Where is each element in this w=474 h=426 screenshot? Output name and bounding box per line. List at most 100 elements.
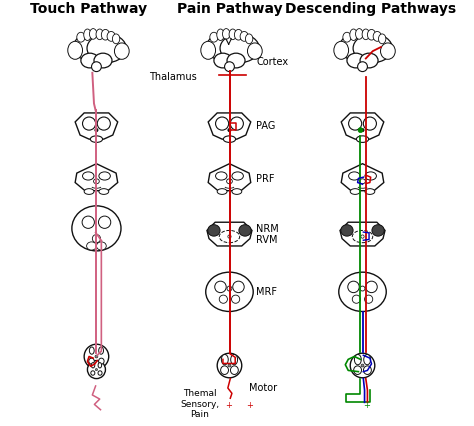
Polygon shape (341, 113, 384, 139)
Ellipse shape (208, 225, 220, 236)
Circle shape (361, 235, 364, 238)
Circle shape (348, 117, 362, 130)
Text: +: + (363, 401, 370, 410)
Ellipse shape (223, 136, 236, 142)
Ellipse shape (360, 53, 378, 68)
Ellipse shape (347, 53, 365, 68)
Ellipse shape (90, 29, 97, 39)
Ellipse shape (94, 53, 112, 68)
Ellipse shape (93, 179, 99, 184)
Circle shape (95, 129, 98, 132)
Polygon shape (341, 164, 384, 191)
Polygon shape (208, 164, 251, 191)
Ellipse shape (77, 32, 85, 42)
Ellipse shape (87, 242, 96, 250)
Ellipse shape (99, 347, 103, 354)
Ellipse shape (68, 41, 82, 59)
Circle shape (365, 295, 373, 303)
Ellipse shape (220, 34, 259, 63)
Circle shape (95, 368, 98, 371)
Ellipse shape (357, 62, 367, 72)
Ellipse shape (206, 272, 253, 311)
Ellipse shape (240, 32, 248, 41)
Polygon shape (75, 164, 118, 191)
Polygon shape (340, 222, 385, 246)
Circle shape (361, 364, 364, 367)
Ellipse shape (207, 34, 237, 60)
Ellipse shape (373, 32, 382, 41)
Text: Touch Pathway: Touch Pathway (30, 2, 147, 15)
Ellipse shape (348, 172, 360, 180)
Ellipse shape (378, 34, 386, 44)
Ellipse shape (247, 43, 262, 59)
Circle shape (215, 281, 226, 293)
Ellipse shape (84, 189, 94, 194)
Circle shape (82, 117, 96, 130)
Circle shape (87, 360, 105, 379)
Ellipse shape (87, 34, 126, 63)
Ellipse shape (353, 34, 392, 63)
Text: Cortex: Cortex (256, 57, 288, 67)
Ellipse shape (216, 172, 227, 180)
Circle shape (84, 344, 109, 369)
Ellipse shape (334, 41, 348, 59)
Ellipse shape (81, 53, 99, 68)
Ellipse shape (217, 29, 224, 40)
Ellipse shape (367, 29, 375, 40)
Ellipse shape (107, 32, 115, 41)
Ellipse shape (112, 34, 120, 44)
Circle shape (361, 129, 364, 132)
Ellipse shape (73, 34, 105, 60)
Ellipse shape (232, 172, 243, 180)
Circle shape (360, 286, 365, 291)
Circle shape (358, 128, 363, 132)
Circle shape (97, 117, 110, 130)
Ellipse shape (91, 363, 95, 368)
Ellipse shape (99, 358, 104, 364)
Circle shape (217, 353, 242, 378)
Text: NRM
RVM: NRM RVM (256, 224, 279, 245)
Ellipse shape (201, 41, 216, 59)
Ellipse shape (99, 189, 109, 194)
Circle shape (99, 216, 111, 228)
Text: PRF: PRF (256, 174, 274, 184)
Ellipse shape (354, 366, 362, 374)
Ellipse shape (96, 29, 103, 40)
Circle shape (366, 281, 377, 293)
Ellipse shape (222, 29, 230, 39)
Text: Themal
Sensory,
Pain: Themal Sensory, Pain (181, 389, 219, 419)
Ellipse shape (210, 32, 218, 42)
Circle shape (92, 234, 100, 243)
Polygon shape (75, 113, 118, 139)
Circle shape (228, 364, 231, 367)
Ellipse shape (232, 189, 242, 194)
Circle shape (231, 295, 240, 303)
Ellipse shape (381, 43, 395, 59)
Circle shape (82, 216, 94, 228)
Ellipse shape (225, 62, 234, 72)
Ellipse shape (365, 172, 376, 180)
Ellipse shape (350, 189, 360, 194)
Circle shape (216, 117, 228, 130)
Circle shape (233, 281, 244, 293)
Ellipse shape (246, 34, 253, 44)
Ellipse shape (360, 179, 365, 184)
Circle shape (230, 117, 243, 130)
Text: +: + (225, 401, 232, 410)
Ellipse shape (343, 32, 351, 42)
Ellipse shape (341, 225, 353, 236)
Ellipse shape (339, 272, 386, 311)
Ellipse shape (339, 34, 371, 60)
Polygon shape (208, 113, 251, 139)
Ellipse shape (72, 206, 121, 251)
Circle shape (95, 355, 98, 358)
Ellipse shape (365, 189, 375, 194)
Circle shape (228, 235, 231, 238)
Circle shape (348, 281, 359, 293)
Ellipse shape (101, 29, 109, 40)
Ellipse shape (350, 29, 357, 40)
Ellipse shape (89, 358, 94, 364)
Ellipse shape (234, 29, 243, 40)
Ellipse shape (220, 366, 228, 374)
Ellipse shape (217, 189, 227, 194)
